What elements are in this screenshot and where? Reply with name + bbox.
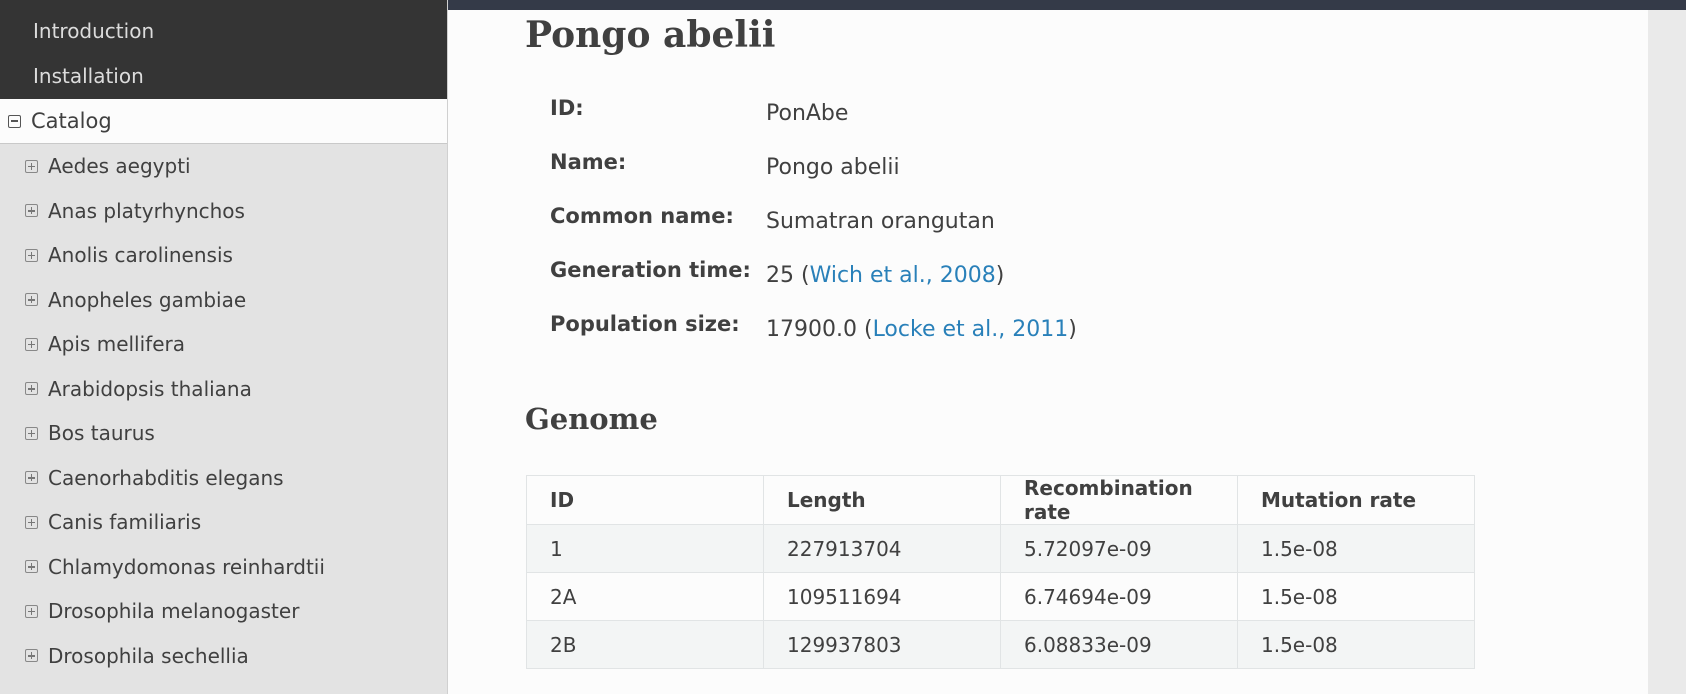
- info-row-generation-time: Generation time: 25 (Wich et al., 2008): [550, 258, 1077, 312]
- species-label: Anopheles gambiae: [48, 287, 247, 312]
- expand-icon[interactable]: [25, 204, 38, 218]
- page-title: Pongo abelii: [525, 14, 776, 56]
- species-item[interactable]: Anopheles gambiae: [0, 278, 447, 323]
- table-header-row: ID Length Recombination rate Mutation ra…: [526, 475, 1475, 525]
- info-value: 17900.0 (Locke et al., 2011): [766, 317, 1077, 342]
- species-label: Anolis carolinensis: [48, 243, 233, 268]
- info-label: Common name:: [550, 204, 734, 228]
- species-label: Apis mellifera: [48, 332, 185, 357]
- table-row: 2B 129937803 6.08833e-09 1.5e-08: [526, 620, 1475, 669]
- info-label: Name:: [550, 150, 627, 174]
- column-header: Mutation rate: [1237, 475, 1475, 525]
- species-label: Aedes aegypti: [48, 154, 191, 179]
- species-label: Bos taurus: [48, 421, 155, 446]
- info-label: ID:: [550, 96, 584, 120]
- table-cell: 109511694: [763, 572, 1001, 621]
- expand-icon[interactable]: [25, 293, 38, 307]
- sidebar-item-catalog[interactable]: Catalog: [0, 99, 447, 144]
- sidebar-item-introduction[interactable]: Introduction: [33, 19, 155, 43]
- column-header: ID: [526, 475, 764, 525]
- species-item[interactable]: Apis mellifera: [0, 322, 447, 367]
- species-item[interactable]: Caenorhabditis elegans: [0, 456, 447, 501]
- table-row: 1 227913704 5.72097e-09 1.5e-08: [526, 524, 1475, 573]
- species-item[interactable]: Anolis carolinensis: [0, 233, 447, 278]
- table-cell: 1.5e-08: [1237, 620, 1475, 669]
- species-item[interactable]: Arabidopsis thaliana: [0, 367, 447, 412]
- info-value: Pongo abelii: [766, 155, 900, 180]
- info-row-common-name: Common name: Sumatran orangutan: [550, 204, 1077, 258]
- top-bar: [0, 0, 1686, 10]
- expand-icon[interactable]: [25, 649, 38, 663]
- table-cell: 129937803: [763, 620, 1001, 669]
- right-gutter: [1648, 10, 1686, 694]
- species-item[interactable]: Anas platyrhynchos: [0, 189, 447, 234]
- table-cell: 1.5e-08: [1237, 524, 1475, 573]
- generation-value: 25: [766, 263, 794, 288]
- expand-icon[interactable]: [25, 159, 38, 173]
- expand-icon[interactable]: [25, 604, 38, 618]
- species-label: Anas platyrhynchos: [48, 198, 245, 223]
- species-label: Drosophila melanogaster: [48, 599, 300, 624]
- species-item[interactable]: Drosophila melanogaster: [0, 589, 447, 634]
- table-cell: 1.5e-08: [1237, 572, 1475, 621]
- species-item[interactable]: Chlamydomonas reinhardtii: [0, 545, 447, 590]
- expand-icon[interactable]: [25, 382, 38, 396]
- expand-icon[interactable]: [25, 337, 38, 351]
- column-header: Length: [763, 475, 1001, 525]
- sidebar-item-installation[interactable]: Installation: [33, 64, 144, 88]
- info-row-population-size: Population size: 17900.0 (Locke et al., …: [550, 312, 1077, 366]
- species-label: Arabidopsis thaliana: [48, 376, 252, 401]
- table-cell: 5.72097e-09: [1000, 524, 1238, 573]
- table-cell: 2A: [526, 572, 764, 621]
- expand-icon[interactable]: [25, 426, 38, 440]
- collapse-icon[interactable]: [8, 114, 21, 128]
- genome-table: ID Length Recombination rate Mutation ra…: [526, 475, 1475, 669]
- info-value: PonAbe: [766, 101, 849, 126]
- species-list: Aedes aegypti Anas platyrhynchos Anolis …: [0, 144, 447, 678]
- expand-icon[interactable]: [25, 471, 38, 485]
- main-content: Pongo abelii ID: PonAbe Name: Pongo abel…: [448, 10, 1648, 694]
- table-row: 2A 109511694 6.74694e-09 1.5e-08: [526, 572, 1475, 621]
- species-item[interactable]: Drosophila sechellia: [0, 634, 447, 679]
- expand-icon[interactable]: [25, 515, 38, 529]
- species-label: Caenorhabditis elegans: [48, 465, 284, 490]
- table-cell: 6.08833e-09: [1000, 620, 1238, 669]
- expand-icon[interactable]: [25, 560, 38, 574]
- population-value: 17900.0: [766, 317, 857, 342]
- info-label: Population size:: [550, 312, 740, 336]
- species-label: Chlamydomonas reinhardtii: [48, 554, 325, 579]
- species-item[interactable]: Canis familiaris: [0, 500, 447, 545]
- table-cell: 227913704: [763, 524, 1001, 573]
- expand-icon[interactable]: [25, 248, 38, 262]
- sidebar-top-section: Introduction Installation: [0, 0, 447, 99]
- info-label: Generation time:: [550, 258, 751, 282]
- info-value: Sumatran orangutan: [766, 209, 995, 234]
- species-info: ID: PonAbe Name: Pongo abelii Common nam…: [550, 96, 1077, 366]
- species-label: Canis familiaris: [48, 510, 202, 535]
- sidebar-nav: Introduction Installation Catalog Aedes …: [0, 0, 448, 694]
- table-cell: 1: [526, 524, 764, 573]
- genome-heading: Genome: [525, 402, 658, 436]
- info-value: 25 (Wich et al., 2008): [766, 263, 1005, 288]
- generation-reference-link[interactable]: Wich et al., 2008: [809, 263, 996, 288]
- species-item[interactable]: Bos taurus: [0, 411, 447, 456]
- info-row-name: Name: Pongo abelii: [550, 150, 1077, 204]
- species-label: Drosophila sechellia: [48, 643, 249, 668]
- info-row-id: ID: PonAbe: [550, 96, 1077, 150]
- table-cell: 2B: [526, 620, 764, 669]
- sidebar-item-label: Catalog: [31, 108, 112, 133]
- column-header: Recombination rate: [1000, 475, 1238, 525]
- population-reference-link[interactable]: Locke et al., 2011: [872, 317, 1069, 342]
- table-cell: 6.74694e-09: [1000, 572, 1238, 621]
- species-item[interactable]: Aedes aegypti: [0, 144, 447, 189]
